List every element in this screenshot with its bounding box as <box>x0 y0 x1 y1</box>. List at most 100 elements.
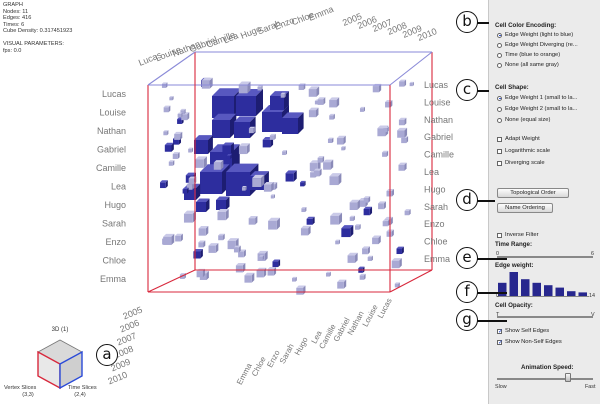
cell-cube <box>194 135 213 154</box>
color-option-1[interactable]: Edge Weight (light to blue) <box>497 32 573 38</box>
option-label: Edge Weight Diverging (re... <box>505 42 578 48</box>
check-label: Adapt Weight <box>505 136 540 142</box>
radio-icon[interactable] <box>497 32 502 38</box>
cell-cube <box>404 209 411 216</box>
edge-weight-min: 0 <box>496 293 499 299</box>
cell-cube <box>169 96 174 101</box>
cell-cube <box>244 272 255 283</box>
callout-d-line <box>467 200 495 202</box>
cell-cube <box>363 196 371 203</box>
topological-order-button[interactable]: Topological Order <box>497 188 569 198</box>
log-scale-check[interactable]: Logarithmic scale <box>497 148 550 154</box>
cell-cube <box>183 210 196 223</box>
cell-cube <box>329 173 342 186</box>
time-slices-label: Time Slices <box>68 385 97 391</box>
diverging-scale-check[interactable]: Diverging scale <box>497 160 545 166</box>
cell-cube <box>300 225 311 236</box>
radio-icon[interactable] <box>497 106 502 112</box>
left-node-label: Louise <box>99 108 126 118</box>
inverse-filter-check[interactable]: Inverse Filter <box>497 232 539 238</box>
radio-icon[interactable] <box>497 52 502 58</box>
fast-label: Fast <box>585 384 596 390</box>
shape-option-1[interactable]: Edge Weight 1 (small to la... <box>497 95 577 101</box>
radio-icon[interactable] <box>497 117 502 123</box>
option-label: None (equal size) <box>505 117 551 123</box>
cell-cube <box>397 127 408 138</box>
cell-color-title: Cell Color Encoding: <box>495 22 557 29</box>
cell-cube <box>180 108 186 115</box>
info-edges: Edges: 416 <box>3 15 32 22</box>
mini-cube-widget[interactable]: 3D (1) Vertex Slices (3,3) Time Slices (… <box>0 300 120 404</box>
radio-icon[interactable] <box>497 62 502 68</box>
animation-speed-thumb[interactable] <box>565 373 571 382</box>
check-label: Show Non-Self Edges <box>505 339 562 345</box>
cell-cube <box>367 255 373 261</box>
cell-cube <box>363 206 373 216</box>
right-node-label: Lucas <box>424 80 449 90</box>
cell-opacity-title: Cell Opacity: <box>495 302 533 309</box>
checkbox-checked-icon[interactable]: ✓ <box>497 328 504 335</box>
shape-option-3[interactable]: None (equal size) <box>497 117 550 123</box>
cell-cube <box>238 81 251 94</box>
cell-cube <box>272 259 281 268</box>
color-option-3[interactable]: Time (blue to orange) <box>497 52 560 58</box>
shape-option-2[interactable]: Edge Weight 2 (small to la... <box>497 106 577 112</box>
left-node-label: Lea <box>111 182 126 192</box>
time-range-slider[interactable] <box>497 256 593 258</box>
cell-cube <box>201 77 213 89</box>
matrix-cube-view[interactable]: Lucas Louise Nathan Gabriel Camille Lea Hugo Sa… <box>0 0 488 404</box>
cell-opacity-slider[interactable] <box>497 316 593 318</box>
right-node-label: Camille <box>424 150 454 160</box>
show-self-edges-check[interactable]: ✓ Show Self Edges <box>497 328 549 335</box>
cell-cube <box>208 243 219 253</box>
cell-cube <box>280 92 286 98</box>
cell-cube <box>282 112 304 134</box>
opacity-max: V <box>591 312 595 318</box>
histogram-bar <box>532 282 541 296</box>
edge-weight-histogram[interactable] <box>497 270 589 300</box>
name-ordering-button[interactable]: Name Ordering <box>497 203 553 213</box>
callout-g: g <box>456 309 478 331</box>
color-option-4[interactable]: None (all same gray) <box>497 62 559 68</box>
adapt-weight-check[interactable]: Adapt Weight <box>497 136 540 142</box>
option-label: Edge Weight 1 (small to la... <box>505 95 578 101</box>
cell-cube <box>248 215 258 225</box>
histogram-bar <box>544 285 553 296</box>
info-nodes: Nodes: 11 <box>3 8 29 15</box>
cell-cube <box>193 249 203 259</box>
cell-cube <box>172 152 180 159</box>
cell-cube <box>329 97 340 108</box>
cell-cube <box>218 233 225 241</box>
left-node-label: Emma <box>100 274 126 284</box>
left-node-label: Chloe <box>102 256 126 266</box>
show-nonself-edges-check[interactable]: ✓ Show Non-Self Edges <box>497 339 562 346</box>
cell-cube <box>163 105 171 113</box>
cell-cube <box>168 160 175 166</box>
cell-cube <box>382 150 389 157</box>
time-range-title: Time Range: <box>495 241 533 248</box>
cell-cube <box>335 239 340 245</box>
checkbox-icon[interactable] <box>497 148 502 154</box>
cell-cube <box>163 130 169 136</box>
cell-cube <box>195 156 207 168</box>
checkbox-icon[interactable] <box>497 232 502 238</box>
frame-edge-10 <box>389 269 433 293</box>
cell-cube <box>398 162 407 171</box>
cell-cube <box>378 201 386 210</box>
callout-f: f <box>456 281 478 303</box>
checkbox-icon[interactable] <box>497 136 502 142</box>
cell-cube <box>285 170 297 182</box>
histogram-bar <box>578 292 587 296</box>
animation-speed-title: Animation Speed: <box>521 364 574 371</box>
checkbox-icon[interactable] <box>497 160 502 166</box>
radio-icon[interactable] <box>497 42 502 48</box>
cell-cube <box>308 86 320 97</box>
cell-cube <box>325 271 331 277</box>
option-label: Time (blue to orange) <box>505 52 561 58</box>
color-option-2[interactable]: Edge Weight Diverging (re... <box>497 42 578 48</box>
mini-cube-right-face[interactable] <box>59 350 83 390</box>
checkbox-checked-icon[interactable]: ✓ <box>497 339 504 346</box>
radio-icon[interactable] <box>497 95 502 101</box>
left-node-label: Hugo <box>104 200 126 210</box>
animation-speed-slider[interactable] <box>497 378 593 380</box>
